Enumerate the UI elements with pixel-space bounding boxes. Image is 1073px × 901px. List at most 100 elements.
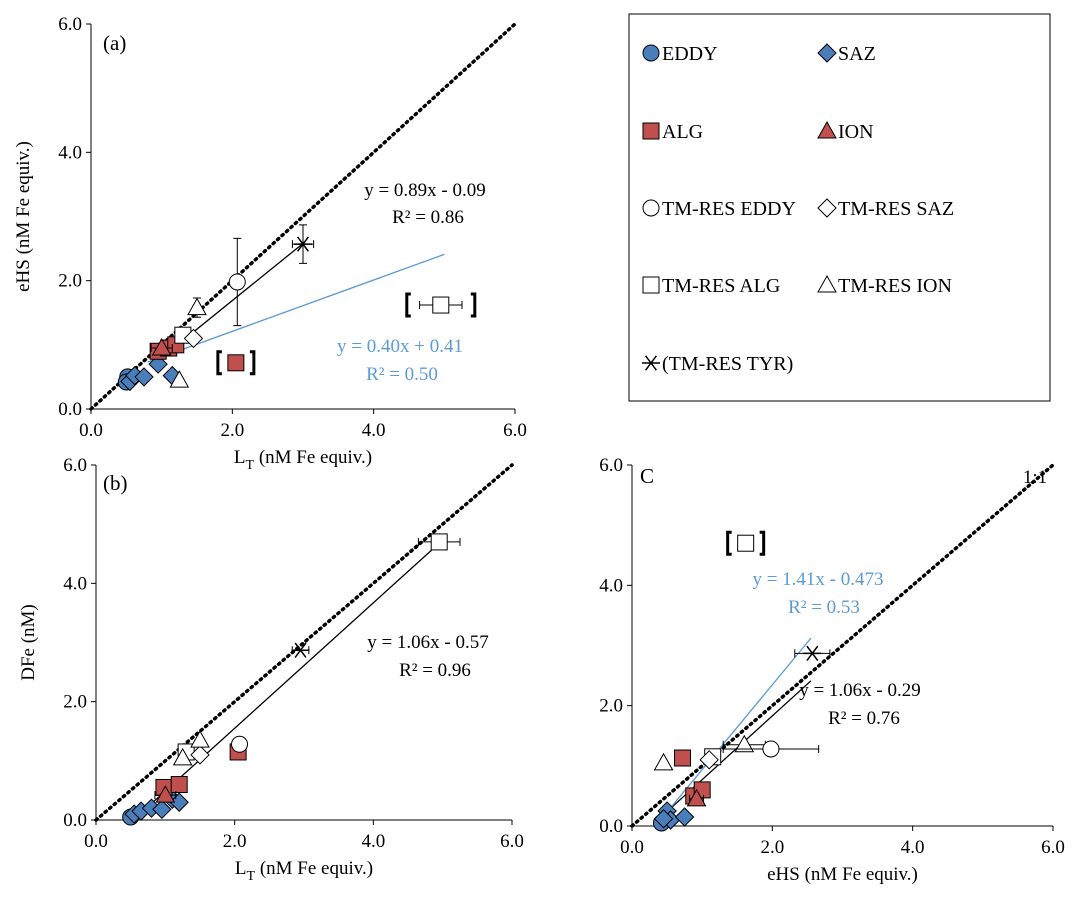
legend-marker-diamond <box>817 43 837 63</box>
y-tick-label: 4.0 <box>58 142 82 163</box>
data-point-triangle <box>187 297 207 316</box>
y-tick-label: 2.0 <box>63 692 87 713</box>
data-point-square <box>737 534 755 552</box>
y-axis-label: DFe (nM) <box>18 604 39 681</box>
y-tick-label: 6.0 <box>63 455 87 476</box>
data-point-diamond <box>134 367 154 387</box>
y-tick-label: 0.0 <box>63 810 87 831</box>
fit-equation: y = 1.06x - 0.57 <box>367 632 489 653</box>
fit-r-squared: R² = 0.53 <box>788 597 860 618</box>
x-tick-label: 6.0 <box>503 420 527 441</box>
x-axis-label-subscript: T <box>246 458 255 473</box>
x-axis-label-main: L <box>234 447 246 468</box>
legend-marker-triangle <box>817 120 837 139</box>
y-tick-label: 2.0 <box>599 696 623 717</box>
x-tick-label: 4.0 <box>362 420 386 441</box>
x-tick-label: 6.0 <box>1041 837 1065 858</box>
outlier-bracket-open <box>726 530 732 556</box>
data-point-diamond <box>674 807 695 827</box>
data-point-square <box>674 749 692 767</box>
data-point-circle <box>762 740 780 758</box>
one-to-one-label: 1:1 <box>1023 467 1047 488</box>
data-point-triangle <box>734 734 755 753</box>
legend-label: TM-RES EDDY <box>662 198 796 220</box>
legend: EDDY SAZ ALG ION TM-RES EDDY TM-RES SAZ TM-RES… <box>628 13 1051 402</box>
fit-equation: y = 1.06x - 0.29 <box>799 680 921 701</box>
y-tick-label: 4.0 <box>599 575 623 596</box>
fit-r-squared: R² = 0.50 <box>366 364 438 385</box>
data-point-square <box>432 296 450 314</box>
x-axis-label: LT (nM Fe equiv.) <box>234 447 372 473</box>
data-point-diamond <box>183 328 204 349</box>
data-point-circle <box>231 735 249 753</box>
fit-equation: y = 1.41x - 0.473 <box>752 569 883 590</box>
legend-label: TM-RES ION <box>838 275 952 297</box>
fit-r-squared: R² = 0.86 <box>392 207 464 228</box>
panel-label: (a) <box>103 31 126 55</box>
y-tick-label: 0.0 <box>599 816 623 837</box>
legend-marker-triangle <box>817 274 837 293</box>
panel-b: 0.0 2.0 4.0 6.0 0.0 2.0 4.0 6.0 y = 1.06x - 0.57… <box>18 455 524 884</box>
y-axis-label: eHS (nM Fe equiv.) <box>13 141 34 292</box>
data-point-triangle <box>653 752 674 771</box>
data-point-square <box>170 776 188 793</box>
outlier-bracket-close <box>249 350 256 376</box>
fit-equation: y = 0.40x + 0.41 <box>337 336 463 357</box>
fit-line <box>147 542 440 808</box>
legend-marker-square <box>642 276 660 294</box>
x-axis-label-units: (nM Fe equiv.) <box>255 858 373 879</box>
data-point-triangle <box>169 370 190 388</box>
x-tick-label: 4.0 <box>901 837 925 858</box>
data-point-star <box>803 645 822 661</box>
legend-label: TM-RES ALG <box>662 275 780 297</box>
fit-r-squared: R² = 0.96 <box>399 660 471 681</box>
y-tick-label: 0.0 <box>58 399 82 420</box>
legend-box <box>628 13 1051 402</box>
data-point-star <box>294 236 312 252</box>
legend-label: ALG <box>662 121 703 143</box>
legend-marker-circle <box>642 199 660 217</box>
fit-equation: y = 0.89x - 0.09 <box>364 180 486 201</box>
one-to-one-line <box>630 463 1055 828</box>
x-tick-label: 2.0 <box>220 420 244 441</box>
y-tick-label: 2.0 <box>58 271 82 292</box>
x-axis-label: LT (nM Fe equiv.) <box>235 858 373 884</box>
legend-marker-diamond <box>817 198 837 218</box>
x-tick-label: 0.0 <box>79 420 103 441</box>
x-tick-label: 4.0 <box>361 831 385 852</box>
outlier-bracket-close <box>470 292 477 318</box>
x-tick-label: 0.0 <box>620 837 644 858</box>
data-point-triangle <box>686 788 707 807</box>
data-point-diamond <box>152 799 172 820</box>
x-axis-label-main: L <box>235 858 247 879</box>
data-point-triangle <box>172 747 193 766</box>
legend-label: TM-RES SAZ <box>838 198 954 220</box>
one-to-one-line <box>94 463 514 822</box>
panel-c: 0.0 2.0 4.0 6.0 0.0 2.0 4.0 6.0 y = 1.06x - 0.29… <box>599 455 1065 885</box>
x-tick-label: 2.0 <box>223 831 247 852</box>
data-point-diamond <box>190 745 210 765</box>
legend-label: EDDY <box>662 43 718 65</box>
y-tick-label: 6.0 <box>58 14 82 35</box>
y-tick-label: 4.0 <box>63 573 87 594</box>
fit-r-squared: R² = 0.76 <box>828 708 900 729</box>
legend-label: (TM-RES TYR) <box>662 353 793 375</box>
data-point-square <box>227 354 245 372</box>
legend-marker-square <box>642 122 660 140</box>
fit-line <box>659 637 812 821</box>
x-tick-label: 0.0 <box>84 831 108 852</box>
data-point-square <box>430 533 448 551</box>
x-axis-label-subscript: T <box>247 869 256 884</box>
legend-marker-circle <box>642 44 660 62</box>
data-point-diamond <box>653 809 674 829</box>
data-point-triangle <box>190 730 210 748</box>
panel-label: (b) <box>103 471 128 495</box>
panel-label: C <box>640 464 654 488</box>
x-axis-label-units: (nM Fe equiv.) <box>254 447 372 468</box>
x-axis-label: eHS (nM Fe equiv.) <box>767 864 918 885</box>
outlier-bracket-open <box>216 350 222 376</box>
x-tick-label: 2.0 <box>760 837 784 858</box>
panel-a: 0.0 2.0 4.0 6.0 0.0 2.0 4.0 6.0 y = 0.89x - 0.09… <box>13 14 527 473</box>
